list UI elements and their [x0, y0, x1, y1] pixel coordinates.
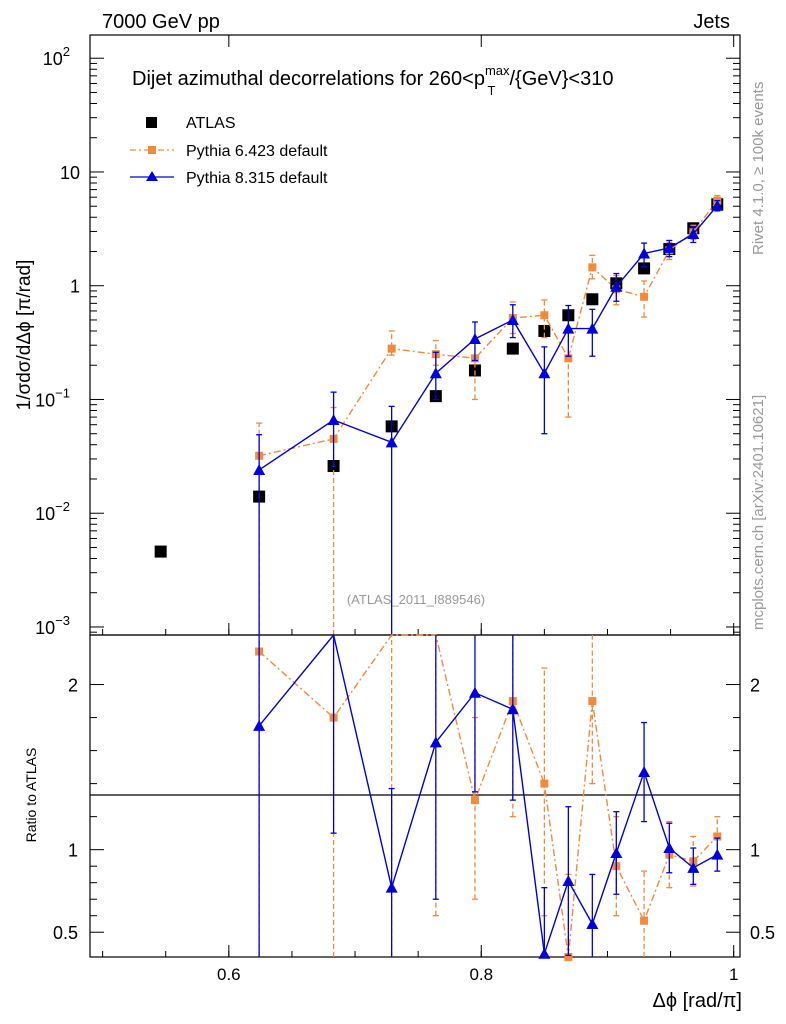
- pythia8-ratio-point: [562, 875, 575, 887]
- pythia8-ratio-point: [663, 842, 676, 854]
- pythia6-line: [258, 200, 718, 457]
- pythia6-ratio-point: [540, 779, 549, 788]
- y-axis-label: 1/σdσ/dΔϕ [π/rad]: [14, 260, 35, 411]
- pythia8-point: [429, 367, 442, 379]
- y-tick-label: 102: [43, 44, 70, 69]
- atlas-point: [468, 364, 481, 377]
- mcplots-label: mcplots.cern.ch [arXiv:2401.10621]: [750, 395, 767, 630]
- pythia8-point: [610, 280, 623, 292]
- pythia8-ratio-point: [711, 848, 724, 860]
- pythia8-point: [586, 322, 599, 334]
- legend-marker-pythia8: [146, 171, 158, 181]
- ratio-plot-frame: [89, 634, 741, 958]
- chart-title-sub: T: [488, 83, 496, 98]
- chart-title-sup: max: [485, 63, 510, 78]
- legend-marker-atlas: [146, 117, 157, 128]
- x-tick-label: 0.8: [469, 965, 493, 984]
- pythia8-ratio-point: [429, 736, 442, 748]
- pythia8-ratio-point: [687, 861, 700, 873]
- chart-title-suffix: /{GeV}<310: [509, 68, 613, 90]
- pythia6-ratio-point: [564, 953, 573, 961]
- legend-label-pythia8: Pythia 8.315 default: [186, 170, 328, 187]
- atlas-point: [154, 545, 167, 558]
- rivet-label: Rivet 4.1.0, ≥ 100k events: [750, 82, 767, 255]
- axis-ticks: 0.6 0.8 1 102 10 1 10−1 10−2 10−3 2 2 1 1 0.5 0.5: [35, 35, 775, 984]
- pythia8-line: [258, 205, 718, 471]
- legend-label-pythia6: Pythia 6.423 default: [186, 143, 328, 160]
- pythia8-point: [663, 241, 676, 253]
- pythia8-ratio-point: [506, 703, 519, 715]
- y-tick-label: 10−3: [35, 613, 70, 638]
- ratio-tick-label-left: 2: [68, 676, 78, 696]
- atlas-point: [638, 262, 651, 275]
- y-tick-label: 10−1: [35, 385, 70, 410]
- pythia6-ratio-line: [258, 634, 718, 958]
- pythia8-point: [385, 436, 398, 448]
- pythia8-point: [711, 199, 724, 211]
- pythia6-ratio-point: [713, 832, 722, 841]
- pythia6-point: [588, 263, 597, 272]
- pythia8-point: [327, 413, 340, 425]
- y-tick-label: 1: [70, 277, 80, 297]
- pythia8-point: [538, 367, 551, 379]
- pythia8-point: [687, 227, 700, 239]
- ratio-y-axis-label: Ratio to ATLAS: [23, 748, 39, 843]
- legend-label-atlas: ATLAS: [186, 115, 236, 132]
- pythia8-ratio-line: [258, 633, 718, 954]
- pythia8-point: [506, 313, 519, 325]
- atlas-point: [538, 324, 551, 337]
- pythia8-ratio-point: [586, 917, 599, 929]
- pythia8-ratio-point: [638, 766, 651, 778]
- pythia8-ratio-point: [253, 719, 266, 731]
- pythia6-point: [540, 311, 549, 320]
- chart-title-prefix: Dijet azimuthal decorrelations for 260<p: [132, 68, 485, 90]
- atlas-point: [506, 342, 519, 355]
- analysis-label: (ATLAS_2011_I889546): [347, 592, 485, 607]
- ratio-tick-label-right: 1: [750, 841, 760, 861]
- y-tick-label: 10: [60, 163, 80, 183]
- pythia6-point: [640, 292, 649, 301]
- pythia8-point: [253, 463, 266, 475]
- energy-label: 7000 GeV pp: [102, 11, 220, 33]
- main-plot: [154, 194, 724, 635]
- x-tick-label: 0.6: [217, 965, 241, 984]
- pythia6-point: [387, 344, 396, 353]
- chart-title: Dijet azimuthal decorrelations for 260<p…: [132, 63, 613, 98]
- pythia6-ratio-point: [640, 916, 649, 925]
- ratio-tick-label-right: 0.5: [750, 923, 775, 943]
- pythia8-point: [468, 333, 481, 345]
- ratio-tick-label-right: 2: [750, 676, 760, 696]
- x-axis-label: Δϕ [rad/π]: [653, 990, 743, 1012]
- ratio-plot: [253, 633, 724, 961]
- y-tick-label: 10−2: [35, 499, 70, 524]
- legend-marker-pythia6: [148, 146, 156, 154]
- x-tick-label: 1: [729, 965, 738, 984]
- category-label: Jets: [693, 11, 730, 33]
- pythia8-ratio-point: [385, 881, 398, 893]
- pythia6-point: [564, 354, 573, 363]
- pythia8-ratio-point: [538, 947, 551, 959]
- pythia6-ratio-point: [470, 796, 479, 805]
- pythia8-point: [562, 322, 575, 334]
- legend: ATLAS Pythia 6.423 default Pythia 8.315 …: [130, 115, 328, 187]
- ratio-tick-label-left: 1: [68, 841, 78, 861]
- pythia6-ratio-point: [588, 697, 597, 706]
- pythia8-ratio-point: [610, 846, 623, 858]
- ratio-tick-label-left: 0.5: [53, 923, 78, 943]
- pythia8-ratio-point: [468, 686, 481, 698]
- atlas-point: [586, 293, 599, 306]
- pythia8-point: [638, 247, 651, 259]
